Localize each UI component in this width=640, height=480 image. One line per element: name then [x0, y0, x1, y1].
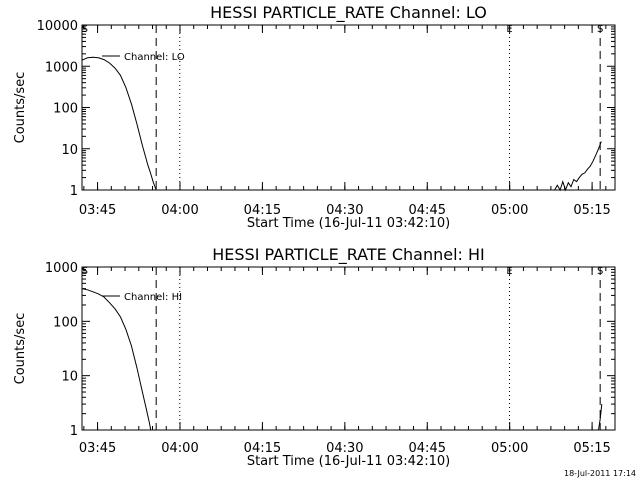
panel-1-xtick-label: 05:00 — [491, 203, 528, 218]
panel-1-series-line — [81, 56, 157, 191]
panel-1-xlabel: Start Time (16-Jul-11 03:42:10) — [247, 216, 450, 231]
panel-2-legend-label: Channel: HI — [124, 292, 182, 303]
panel-2-frame — [81, 266, 616, 431]
panel-2-xtick-label: 04:45 — [409, 441, 446, 456]
panel-1-marker-label: S — [82, 24, 88, 35]
panel-2-xtick-label: 04:30 — [326, 441, 363, 456]
panel-1-ytick-label: 100 — [53, 102, 78, 117]
panel-2-xtick-label: 04:00 — [161, 441, 198, 456]
panel-1-ytick-label: 10000 — [37, 19, 78, 34]
panel-2-xtick-label: 04:15 — [244, 441, 281, 456]
panel-2-xtick-label: 05:00 — [491, 441, 528, 456]
panel-1-ylabel: Counts/sec — [13, 72, 28, 144]
panel-1-ytick-label: 1 — [70, 184, 78, 199]
panel-2-ytick-label: 100 — [53, 315, 78, 330]
panel-2-ytick-label: 1 — [70, 424, 78, 439]
panel-2-xtick-label: 03:45 — [79, 441, 116, 456]
panel-2-ytick-label: 10 — [61, 370, 78, 385]
panel-1-xtick-label: 04:45 — [409, 203, 446, 218]
panel-1-xtick-label: 04:00 — [161, 203, 198, 218]
panel-2-marker-label: S — [597, 266, 603, 277]
panel-2-ytick-label: 1000 — [45, 261, 78, 276]
panel-2-xtick-label: 05:15 — [573, 441, 610, 456]
panel-2-xlabel: Start Time (16-Jul-11 03:42:10) — [247, 454, 450, 469]
panel-1-marker-label: E — [506, 24, 512, 35]
panel-1-xtick-label: 05:15 — [573, 203, 610, 218]
panel-2-ylabel: Counts/sec — [13, 313, 28, 385]
panel-1-marker-label: S — [597, 24, 603, 35]
footer-timestamp: 18-Jul-2011 17:14 — [564, 469, 636, 478]
panel-1-xtick-label: 03:45 — [79, 203, 116, 218]
panel-1-ytick-label: 10 — [61, 143, 78, 158]
panel-1-legend-label: Channel: LO — [124, 52, 185, 63]
panel-1-xtick-label: 04:30 — [326, 203, 363, 218]
panel-1-title: HESSI PARTICLE_RATE Channel: LO — [210, 3, 487, 23]
panel-2-title: HESSI PARTICLE_RATE Channel: HI — [212, 245, 485, 265]
panel-2-series-line — [81, 288, 152, 431]
panel-1-ytick-label: 1000 — [45, 60, 78, 75]
panel-1-frame — [81, 24, 616, 191]
panel-2-series-line-post — [598, 404, 603, 431]
panel-2-marker-label: S — [82, 266, 88, 277]
panel-1-xtick-label: 04:15 — [244, 203, 281, 218]
panel-1-series-line-post — [554, 141, 602, 192]
panel-2-marker-label: E — [506, 266, 512, 277]
